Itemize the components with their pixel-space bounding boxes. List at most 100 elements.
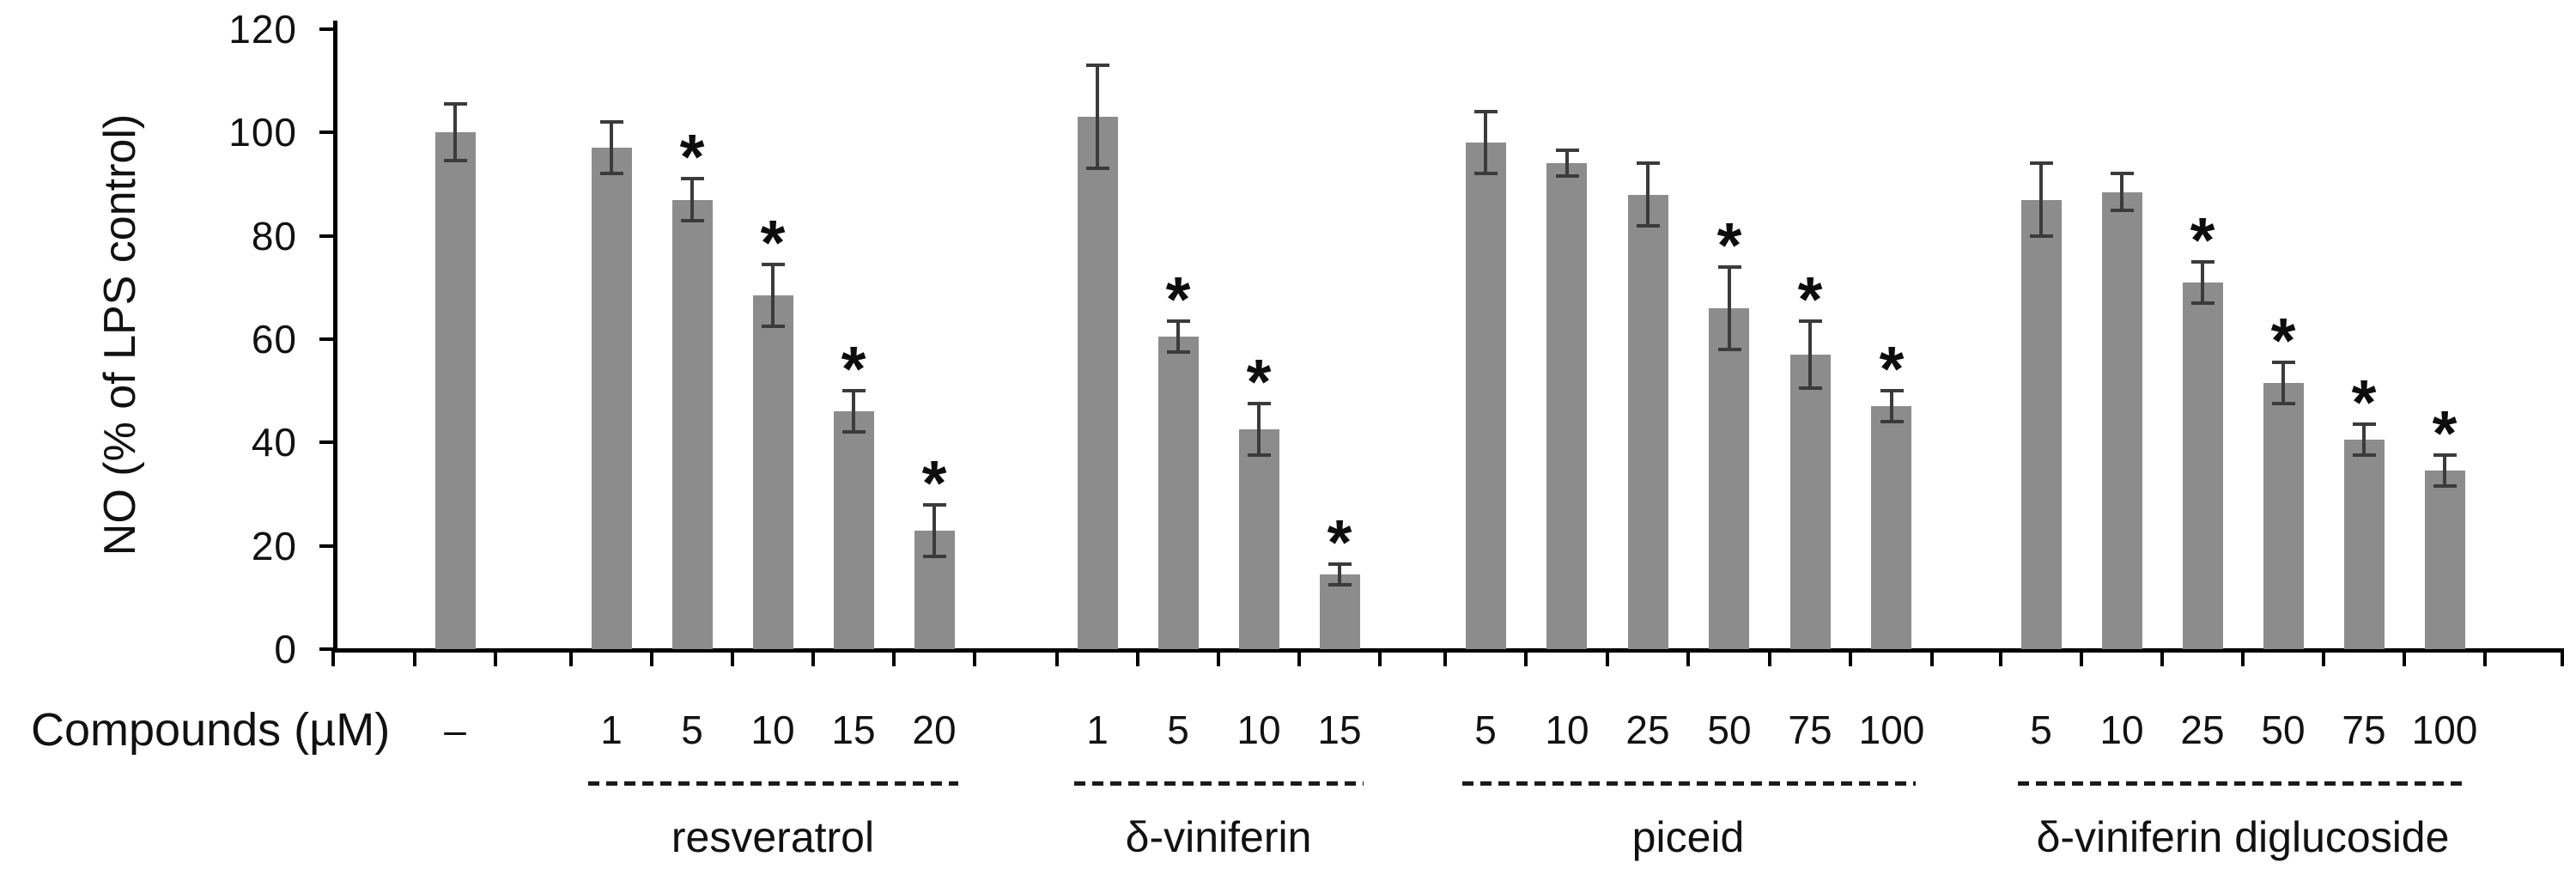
significance-asterisk: *	[679, 121, 705, 192]
concentration-label: 15	[1317, 708, 1362, 752]
bar	[1158, 337, 1199, 649]
error-bar-stem	[1176, 321, 1180, 352]
bar	[1320, 574, 1360, 649]
y-tick	[319, 234, 333, 238]
x-tick	[1686, 651, 1690, 666]
bar	[1239, 429, 1279, 649]
error-bar-cap-top	[1086, 64, 1109, 67]
bar	[1628, 195, 1668, 649]
y-tick	[319, 337, 333, 341]
control-label: –	[444, 708, 466, 752]
group-underline	[2018, 781, 2469, 786]
concentration-label: 1	[1086, 708, 1109, 752]
group-underline	[1462, 781, 1916, 786]
error-bar-stem	[1096, 65, 1099, 168]
error-bar-cap-top	[2353, 422, 2376, 426]
significance-asterisk: *	[2190, 204, 2215, 276]
error-bar-cap-bottom	[600, 172, 623, 175]
x-tick	[1217, 651, 1220, 666]
significance-asterisk: *	[1327, 507, 1352, 578]
x-tick	[1768, 651, 1771, 666]
significance-asterisk: *	[1246, 346, 1272, 417]
bar	[2425, 471, 2465, 649]
group-underline	[1074, 781, 1364, 786]
error-bar-cap-bottom	[1880, 420, 1904, 423]
bar	[672, 200, 713, 649]
error-bar-cap-top	[1799, 319, 1822, 323]
x-tick	[2403, 651, 2406, 666]
error-bar-cap-bottom	[842, 430, 866, 434]
error-bar-cap-top	[681, 177, 704, 180]
bar	[2102, 192, 2142, 649]
error-bar-stem	[1808, 321, 1812, 388]
significance-asterisk: *	[2270, 305, 2296, 376]
x-axis	[333, 648, 2564, 653]
bar	[1546, 163, 1587, 649]
x-tick	[331, 651, 335, 666]
error-bar-cap-top	[444, 102, 467, 106]
error-bar-cap-top	[600, 120, 623, 124]
error-bar-cap-top	[2030, 161, 2053, 165]
concentration-label: 5	[2030, 708, 2052, 752]
y-axis	[333, 21, 337, 652]
error-bar-stem	[771, 264, 775, 326]
significance-asterisk: *	[2351, 367, 2377, 438]
error-bar-cap-bottom	[681, 219, 704, 222]
group-underline	[588, 781, 958, 786]
x-tick	[2322, 651, 2325, 666]
bar	[592, 148, 632, 649]
x-tick	[1849, 651, 1852, 666]
y-tick-label: 40	[251, 420, 297, 465]
error-bar-stem	[2201, 262, 2204, 303]
bar	[834, 411, 874, 649]
y-tick-label: 60	[251, 317, 297, 361]
error-bar-stem	[933, 505, 936, 556]
significance-asterisk: *	[2432, 398, 2458, 469]
bar	[1709, 308, 1749, 649]
error-bar-cap-bottom	[1799, 386, 1822, 390]
error-bar-cap-bottom	[2272, 402, 2295, 405]
error-bar-cap-top	[2191, 260, 2215, 264]
significance-asterisk: *	[921, 447, 947, 519]
group-label: piceid	[1631, 813, 1745, 861]
concentration-label: 100	[2411, 708, 2478, 752]
error-bar-cap-top	[1474, 110, 1498, 113]
bar	[753, 295, 793, 649]
error-bar-cap-bottom	[1556, 174, 1579, 178]
error-bar-cap-top	[842, 389, 866, 392]
error-bar-stem	[2362, 424, 2366, 455]
x-axis-title: Compounds (µM)	[31, 704, 391, 756]
x-tick	[1055, 651, 1059, 666]
concentration-label: 15	[831, 708, 876, 752]
error-bar-cap-bottom	[2353, 453, 2376, 457]
x-tick	[1443, 651, 1447, 666]
x-tick	[2241, 651, 2245, 666]
error-bar-cap-top	[1718, 265, 1741, 269]
x-tick	[1378, 651, 1382, 666]
error-bar-cap-bottom	[1474, 172, 1498, 175]
group-label: δ-viniferin diglucoside	[2036, 813, 2450, 861]
concentration-label: 100	[1858, 708, 1925, 752]
error-bar-cap-bottom	[1167, 350, 1190, 354]
x-tick	[1999, 651, 2002, 666]
error-bar-cap-bottom	[2111, 209, 2134, 212]
bar	[435, 132, 476, 649]
error-bar-cap-bottom	[1248, 453, 1271, 457]
error-bar-stem	[1890, 391, 1893, 422]
error-bar-cap-bottom	[2433, 484, 2457, 488]
y-tick	[319, 131, 333, 134]
bar	[1078, 117, 1118, 649]
concentration-label: 50	[1707, 708, 1752, 752]
x-tick	[650, 651, 653, 666]
error-bar-stem	[453, 104, 457, 161]
x-tick	[892, 651, 896, 666]
x-tick	[494, 651, 497, 666]
y-tick-label: 120	[228, 7, 297, 52]
concentration-label: 5	[681, 708, 703, 752]
error-bar-stem	[852, 391, 855, 432]
bar	[1466, 143, 1506, 649]
y-tick	[319, 544, 333, 548]
significance-asterisk: *	[1716, 210, 1742, 281]
error-bar-cap-top	[1556, 149, 1579, 152]
x-tick	[973, 651, 976, 666]
